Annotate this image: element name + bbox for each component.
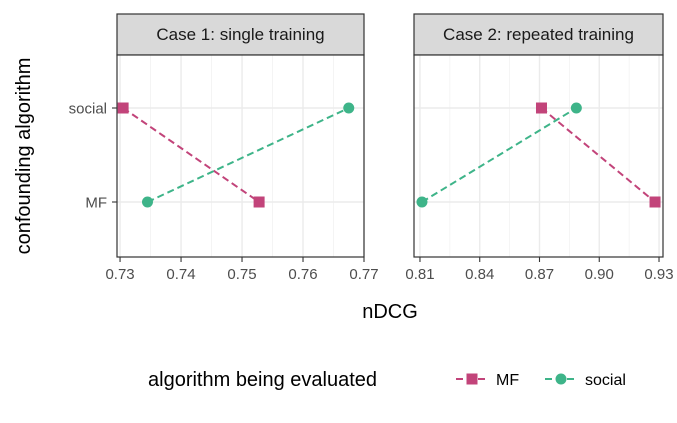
legend: algorithm being evaluated MF social	[148, 369, 626, 391]
x-tick-label: 0.74	[166, 266, 195, 283]
strip-background	[116, 13, 365, 56]
panel-border	[413, 54, 664, 258]
x-tick-label: 0.90	[585, 266, 614, 283]
legend-key-marker	[466, 373, 478, 385]
strip-background	[413, 13, 664, 56]
legend-title: algorithm being evaluated	[148, 369, 377, 391]
series-line-mf	[122, 107, 260, 203]
data-point-mf	[649, 196, 661, 208]
x-axis-title: nDCG	[362, 301, 418, 323]
series-line-social	[421, 107, 577, 203]
data-point-mf	[535, 102, 547, 114]
facet-case-2: Case 2: repeated training 0.81 0.84 0.87 0.…	[405, 13, 674, 283]
strip-label: Case 1: single training	[156, 25, 324, 44]
data-point-social	[141, 196, 153, 208]
legend-key-marker	[555, 373, 567, 385]
facet-case-1: Case 1: single training 0.73 0.74 0.75 0.76…	[105, 13, 379, 283]
panel-background	[414, 55, 663, 257]
data-point-mf	[117, 102, 129, 114]
strip-label: Case 2: repeated training	[443, 25, 634, 44]
y-tick-label: MF	[85, 195, 107, 212]
x-tick-label: 0.93	[644, 266, 673, 283]
x-tick-label: 0.87	[525, 266, 554, 283]
series-line-mf	[540, 107, 656, 203]
data-point-mf	[253, 196, 265, 208]
x-tick-label: 0.84	[465, 266, 494, 283]
legend-label: MF	[496, 372, 519, 389]
x-tick-label: 0.76	[288, 266, 317, 283]
data-point-social	[570, 102, 582, 114]
data-point-social	[416, 196, 428, 208]
x-tick-label: 0.81	[405, 266, 434, 283]
x-axis-ticks: 0.81 0.84 0.87 0.90 0.93	[405, 257, 674, 283]
x-tick-label: 0.73	[105, 266, 134, 283]
data-point-social	[343, 102, 355, 114]
y-axis: MF social	[69, 101, 117, 212]
series-line-social	[147, 107, 350, 203]
data-marks	[117, 102, 355, 208]
legend-label: social	[585, 372, 626, 389]
y-axis-title: confounding algorithm	[13, 58, 35, 255]
x-tick-label: 0.75	[227, 266, 256, 283]
y-tick-label: social	[69, 101, 107, 118]
legend-entries: MF social	[456, 372, 626, 389]
x-tick-label: 0.77	[349, 266, 378, 283]
panel-border	[116, 54, 365, 258]
data-marks	[416, 102, 661, 208]
panel-background	[117, 55, 364, 257]
x-axis-ticks: 0.73 0.74 0.75 0.76 0.77	[105, 257, 379, 283]
